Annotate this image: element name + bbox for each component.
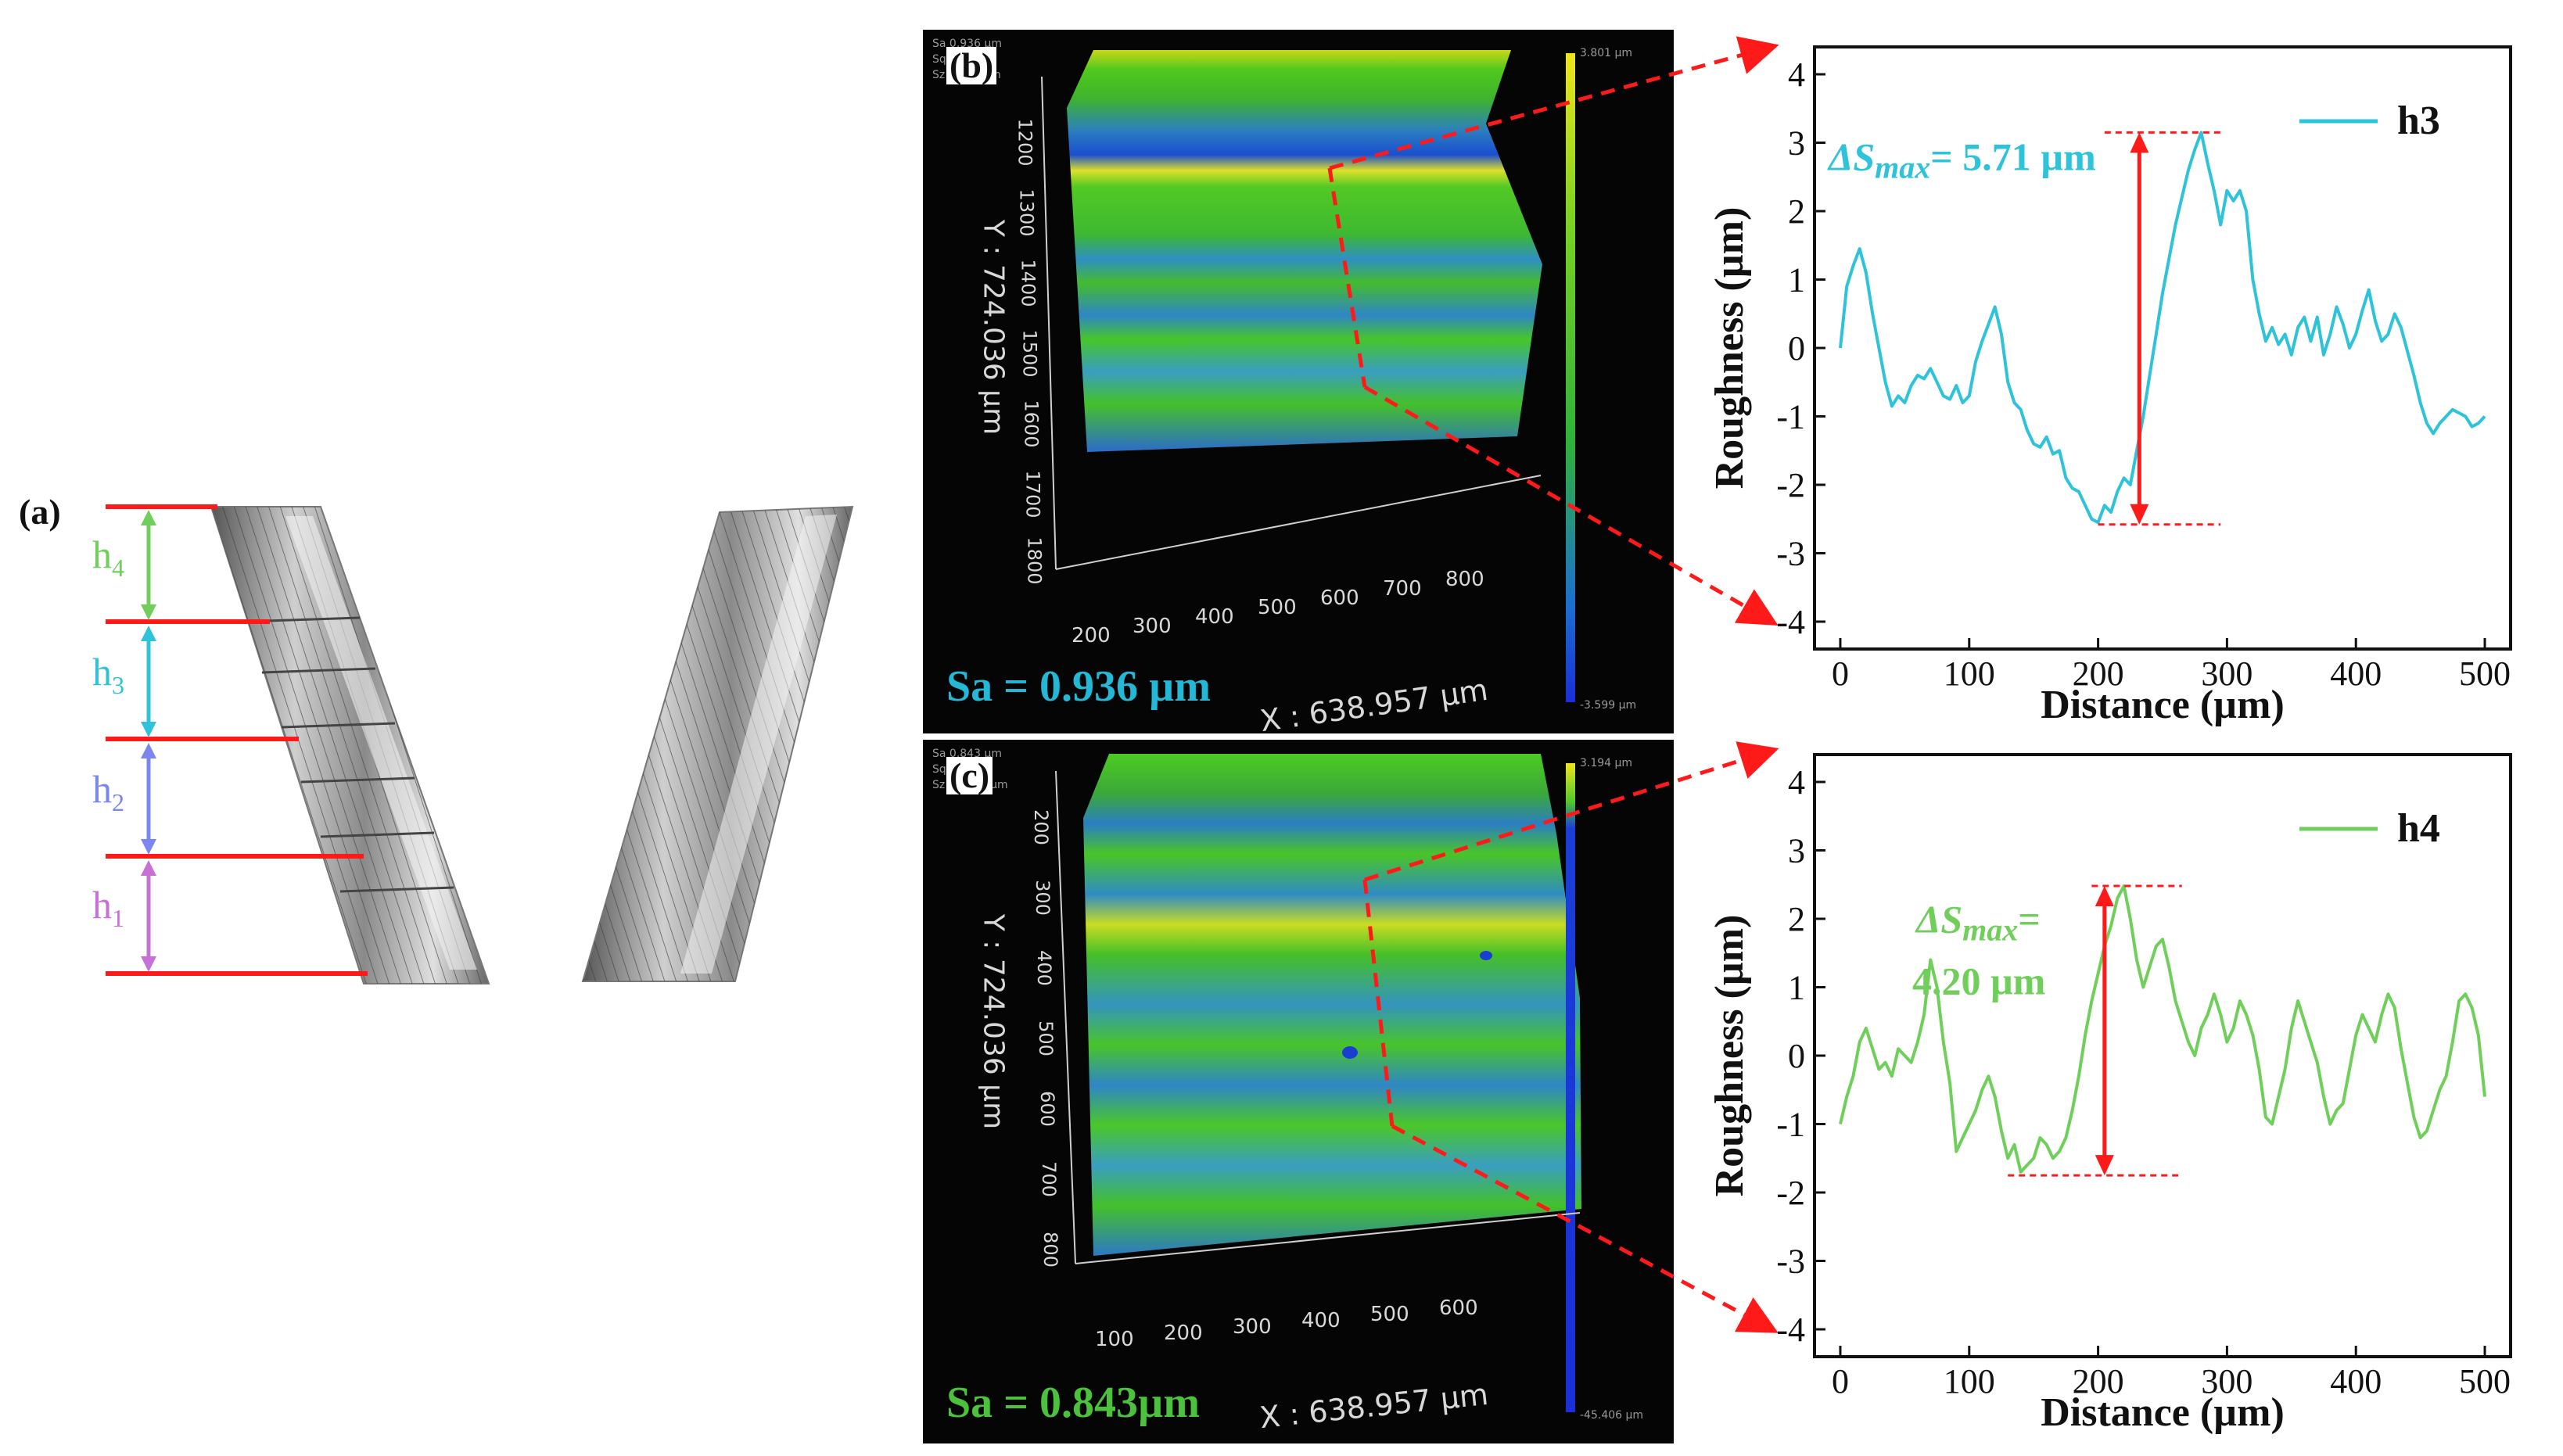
x-tick-label: 0 [1832,1362,1849,1400]
y-tick-label: -4 [1776,603,1805,641]
height-label-h3: h3 [92,650,124,699]
x-tick-b: 600 [1320,586,1359,610]
roughness-chart-h4: -4 -3 -2 -1 0 1 2 3 4 0 100 200 300 400 500 Distance (µ… [1707,753,2512,1435]
x-tick-b: 500 [1258,596,1297,619]
x-tick-c: 200 [1164,1322,1203,1345]
y-tick-label: 3 [1788,124,1805,163]
delta-arrow-head-up [2130,132,2149,153]
x-tick-c: 600 [1439,1296,1478,1320]
roughness-chart-h3: -4 -3 -2 -1 0 1 2 3 4 0 100 200 300 400 500 Distance (µ… [1707,45,2512,727]
surface-map-c: Sa 0.843 µm Sq 1.0 µm Sz 48.600 µm 3.194… [923,740,1674,1443]
delta-arrow-head-down [2130,504,2149,525]
height-label-h4: h4 [92,533,124,582]
height-label-h1: h1 [92,883,124,932]
x-tick-label: 500 [2459,1362,2511,1400]
legend-label: h3 [2397,99,2440,143]
y-tick-label: 1 [1788,969,1805,1007]
x-tick-c: 400 [1301,1309,1341,1332]
y-tick-label: 4 [1788,56,1805,94]
surface-render-b [1041,50,1575,702]
x-tick-b: 400 [1195,605,1234,629]
delta-arrow-head-down [2095,1155,2114,1176]
y-axis-label: Roughness (µm) [1707,915,1752,1197]
x-tick-b: 200 [1072,624,1111,647]
colorbar-bottom-c: -45.406 µm [1580,1409,1644,1422]
y-tick-label: -2 [1776,1174,1805,1212]
sa-value-c: Sa = 0.843µm [946,1379,1200,1427]
x-tick-label: 100 [1944,1362,1995,1400]
y-tick-label: -3 [1776,535,1805,573]
colorbar-bottom-b: -3.599 µm [1580,699,1637,712]
x-tick-label: 200 [2073,654,2124,693]
height-division-lines [106,504,368,976]
x-tick-c: 500 [1370,1303,1409,1326]
y-tick-label: -2 [1776,466,1805,504]
surface-render-c [1055,754,1581,1412]
x-tick-label: 100 [1944,654,1995,693]
x-tick-b: 800 [1445,568,1484,591]
x-tick-label: 0 [1832,654,1849,693]
sample-illustration [106,504,854,984]
x-tick-label: 400 [2330,1362,2382,1400]
x-tick-c: 300 [1233,1315,1272,1339]
delta-arrow-head-up [2095,886,2114,906]
x-tick-b: 300 [1133,615,1172,638]
surface-map-b: Sa 0.936 µm Sq 1.1 µm Sz 7.400 µm 3.801 … [923,30,1674,738]
x-tick-b: 700 [1383,577,1422,601]
x-tick-label: 200 [2073,1362,2124,1400]
height-label-h2: h2 [92,767,124,816]
y-tick-label: 2 [1788,192,1805,231]
sample-plain [581,505,854,982]
y-axis-label: Roughness (µm) [1707,207,1752,490]
y-tick-label: 0 [1788,1037,1805,1075]
y-tick-label: 2 [1788,900,1805,938]
legend-label: h4 [2397,806,2440,851]
x-axis-label: Distance (µm) [2041,683,2285,727]
y-tick-label: 1 [1788,261,1805,299]
panel-c-label: (c) [946,757,993,794]
y-tick-label: -3 [1776,1243,1805,1281]
x-tick-label: 300 [2201,654,2252,693]
colorbar-top-c: 3.194 µm [1580,757,1633,769]
height-arrows [141,510,156,972]
x-tick-label: 400 [2330,654,2382,693]
delta-s-max-annotation: ΔSmax= [1915,898,2041,948]
series-line-h3 [1839,131,2486,525]
y-tick-label: -1 [1776,1106,1805,1144]
y-tick-label: 3 [1788,832,1805,870]
y-tick-label: -4 [1776,1311,1805,1349]
x-tick-label: 500 [2459,654,2511,693]
panel-a-label: (a) [19,492,61,532]
colorbar-top-b: 3.801 µm [1580,47,1633,59]
sa-value-b: Sa = 0.936 µm [946,662,1211,711]
y-tick-label: -1 [1776,398,1805,436]
x-tick-c: 100 [1095,1328,1134,1351]
y-tick-label: 4 [1788,763,1805,802]
sample-with-heights [210,506,490,984]
x-tick-label: 300 [2201,1362,2252,1400]
x-axis-label: Distance (µm) [2041,1390,2285,1435]
series-line-h4 [1839,884,2486,1174]
delta-s-max-annotation: ΔSmax= 5.71 µm [1827,135,2096,185]
delta-s-max-value: 4.20 µm [1912,959,2045,1002]
y-tick-label: 0 [1788,329,1805,368]
panel-b-label: (b) [946,47,997,84]
